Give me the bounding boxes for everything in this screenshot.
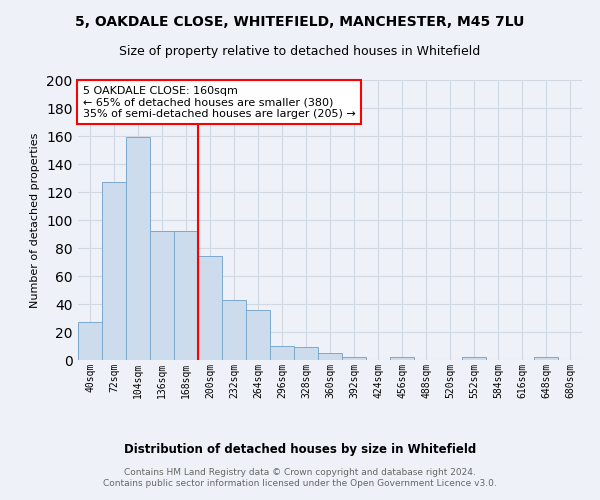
Text: 5 OAKDALE CLOSE: 160sqm
← 65% of detached houses are smaller (380)
35% of semi-d: 5 OAKDALE CLOSE: 160sqm ← 65% of detache… xyxy=(83,86,356,119)
Text: Contains HM Land Registry data © Crown copyright and database right 2024.
Contai: Contains HM Land Registry data © Crown c… xyxy=(103,468,497,487)
Bar xyxy=(390,357,414,360)
Bar xyxy=(270,346,294,360)
Bar xyxy=(246,310,270,360)
Bar xyxy=(294,348,318,360)
Y-axis label: Number of detached properties: Number of detached properties xyxy=(31,132,40,308)
Text: 5, OAKDALE CLOSE, WHITEFIELD, MANCHESTER, M45 7LU: 5, OAKDALE CLOSE, WHITEFIELD, MANCHESTER… xyxy=(76,15,524,29)
Bar xyxy=(174,231,198,360)
Bar xyxy=(462,357,486,360)
Text: Distribution of detached houses by size in Whitefield: Distribution of detached houses by size … xyxy=(124,442,476,456)
Bar xyxy=(222,300,246,360)
Text: Size of property relative to detached houses in Whitefield: Size of property relative to detached ho… xyxy=(119,45,481,58)
Bar xyxy=(150,231,174,360)
Bar xyxy=(198,256,222,360)
Bar xyxy=(342,357,366,360)
Bar xyxy=(102,182,126,360)
Bar xyxy=(126,138,150,360)
Bar xyxy=(534,357,558,360)
Bar xyxy=(318,353,342,360)
Bar xyxy=(78,322,102,360)
